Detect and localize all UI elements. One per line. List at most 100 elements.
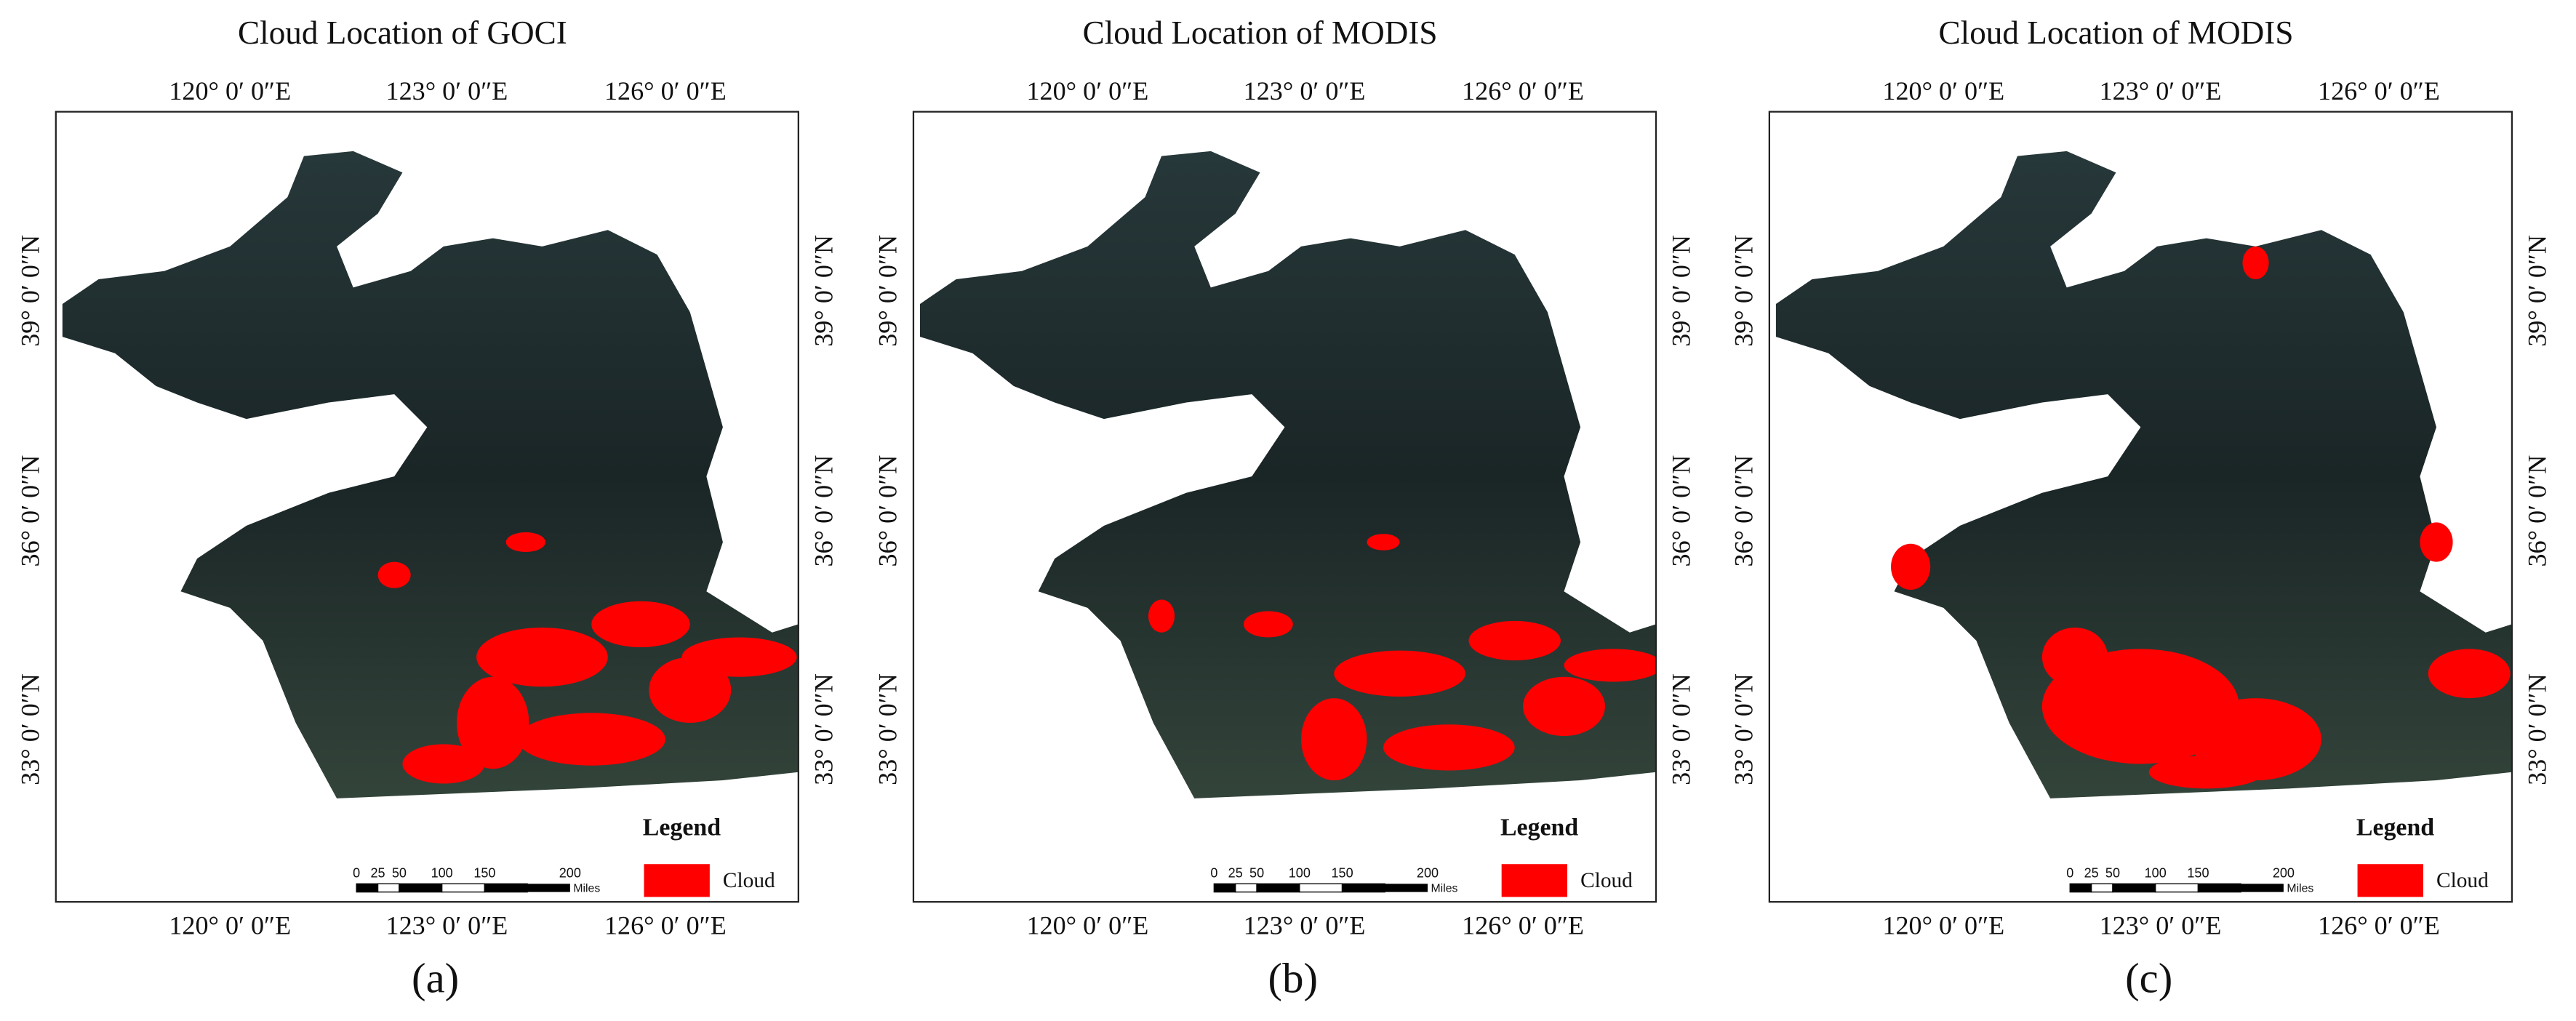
top-label: 126° 0′ 0″E <box>1462 76 1584 105</box>
scale-label: 0 <box>2066 866 2073 881</box>
right-label: 39° 0′ 0″N <box>2523 235 2552 347</box>
scale-bar-segment <box>1235 883 1257 893</box>
scale-bar-segment <box>2197 883 2241 893</box>
scale-label: 25 <box>2084 866 2099 881</box>
scale-label: 25 <box>371 866 385 881</box>
panel-title: Cloud Location of GOCI <box>238 15 567 51</box>
bottom-label: 126° 0′ 0″E <box>2318 911 2440 940</box>
top-label: 126° 0′ 0″E <box>2318 76 2440 105</box>
cloud-area <box>2041 627 2108 687</box>
left-label: 39° 0′ 0″N <box>15 235 44 347</box>
cloud-area <box>456 676 529 769</box>
legend-title: Legend <box>1500 814 1578 841</box>
legend-swatch <box>644 864 710 897</box>
scale-label: 150 <box>473 866 495 881</box>
cloud-area <box>1383 724 1515 771</box>
map-image <box>1775 151 2512 798</box>
bottom-label: 126° 0′ 0″E <box>604 911 727 940</box>
legend-swatch <box>2357 864 2423 897</box>
map-image <box>920 151 1656 798</box>
caption: (b) <box>1268 954 1318 1001</box>
scale-bar-segment <box>2112 883 2156 893</box>
cloud-area <box>1334 650 1465 697</box>
caption: (c) <box>2125 954 2172 1001</box>
right-label: 36° 0′ 0″N <box>2523 455 2552 567</box>
cloud-area <box>1367 534 1400 550</box>
bottom-label: 120° 0′ 0″E <box>169 911 291 940</box>
scale-bar-segment <box>356 883 379 893</box>
right-label: 39° 0′ 0″N <box>1667 235 1696 347</box>
panel: Cloud Location of GOCI 120° 0′ 0″E 120° 0′… <box>15 15 838 1001</box>
left-label: 36° 0′ 0″N <box>15 455 44 567</box>
scale-label: 150 <box>2187 866 2209 881</box>
cloud-area <box>1244 611 1293 638</box>
scale-bar-segment <box>2241 884 2284 892</box>
cloud-area <box>681 637 797 677</box>
top-label: 123° 0′ 0″E <box>1244 76 1366 105</box>
scale-label: 200 <box>2273 866 2295 881</box>
scale-bar-segment <box>377 883 400 893</box>
cloud-area <box>517 713 665 766</box>
cloud-area <box>476 627 608 687</box>
right-label: 39° 0′ 0″N <box>809 235 839 347</box>
panel: Cloud Location of MODIS 120° 0′ 0″E 120° 0… <box>873 15 1696 1001</box>
top-label: 120° 0′ 0″E <box>1882 76 2004 105</box>
scale-label: 25 <box>1228 866 1243 881</box>
scale-bar-segment <box>1256 883 1300 893</box>
cloud-area <box>505 532 545 553</box>
scale-unit: Miles <box>573 882 600 894</box>
scale-label: 0 <box>353 866 360 881</box>
cloud-area <box>1523 676 1605 737</box>
right-label: 33° 0′ 0″N <box>2523 673 2552 785</box>
scale-bar-segment <box>1385 884 1428 892</box>
bottom-label: 120° 0′ 0″E <box>1026 911 1148 940</box>
panel-title: Cloud Location of MODIS <box>1083 15 1438 51</box>
legend-title: Legend <box>2356 814 2434 841</box>
panel-title: Cloud Location of MODIS <box>1939 15 2294 51</box>
panel: Cloud Location of MODIS 120° 0′ 0″E 120° 0… <box>1729 15 2552 1001</box>
bottom-label: 123° 0′ 0″E <box>2100 911 2222 940</box>
left-label: 39° 0′ 0″N <box>1729 235 1759 347</box>
scale-label: 100 <box>2145 866 2167 881</box>
left-label: 33° 0′ 0″N <box>15 673 44 785</box>
bottom-label: 123° 0′ 0″E <box>386 911 508 940</box>
cloud-area <box>2428 649 2511 699</box>
cloud-area <box>1468 620 1561 661</box>
scale-label: 200 <box>1417 866 1439 881</box>
caption: (a) <box>412 954 459 1001</box>
scale-unit: Miles <box>2287 882 2313 894</box>
scale-label: 100 <box>1289 866 1311 881</box>
scale-label: 150 <box>1331 866 1353 881</box>
scale-label: 0 <box>1210 866 1217 881</box>
map-frame <box>55 111 799 903</box>
top-label: 123° 0′ 0″E <box>2100 76 2222 105</box>
scale-label: 100 <box>431 866 453 881</box>
bottom-label: 120° 0′ 0″E <box>1882 911 2004 940</box>
cloud-area <box>1301 698 1367 781</box>
scale-bar-segment <box>2090 883 2113 893</box>
cloud-area <box>2242 246 2269 280</box>
cloud-area <box>2420 522 2453 562</box>
map-image <box>62 151 799 798</box>
scale-bar-segment <box>1213 883 1236 893</box>
scale-bar-segment <box>441 883 486 893</box>
bottom-label: 123° 0′ 0″E <box>1244 911 1366 940</box>
right-label: 33° 0′ 0″N <box>1667 673 1696 785</box>
cloud-area <box>2148 756 2264 789</box>
left-label: 36° 0′ 0″N <box>1729 455 1759 567</box>
scale-bar-segment <box>1299 883 1343 893</box>
legend-item: Cloud <box>723 869 775 892</box>
scale-bar-segment <box>1341 883 1385 893</box>
right-label: 36° 0′ 0″N <box>809 455 839 567</box>
legend-item: Cloud <box>1580 869 1633 892</box>
bottom-label: 126° 0′ 0″E <box>1462 911 1584 940</box>
scale-unit: Miles <box>1431 882 1458 894</box>
scale-bar-segment <box>484 883 528 893</box>
map-frame <box>1768 111 2513 903</box>
map-frame <box>912 111 1657 903</box>
cloud-area <box>1148 599 1175 633</box>
scale-label: 50 <box>1249 866 1264 881</box>
scale-bar-segment <box>399 883 443 893</box>
